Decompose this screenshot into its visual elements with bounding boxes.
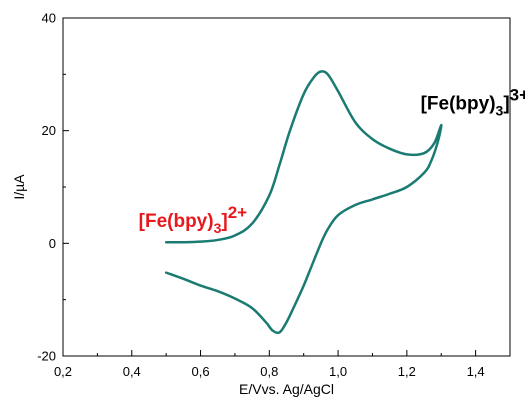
plot-frame bbox=[62, 17, 511, 357]
x-axis-title: E/Vvs. Ag/AgCl bbox=[239, 381, 334, 397]
x-tick-label: 1,4 bbox=[467, 364, 485, 379]
ticks: 0,2 0,4 0,6 0,8 1,0 1,2 1,4 -20 0 20 40 bbox=[37, 11, 511, 379]
x-tick-label: 0,6 bbox=[191, 364, 209, 379]
y-tick-label: -20 bbox=[37, 349, 56, 364]
y-axis-title: I/µA bbox=[11, 174, 27, 200]
x-tick-label: 1,0 bbox=[329, 364, 347, 379]
plot-area bbox=[164, 70, 443, 335]
y-tick-label: 0 bbox=[49, 236, 56, 251]
x-tick-label: 0,8 bbox=[260, 364, 278, 379]
x-tick-label: 1,2 bbox=[398, 364, 416, 379]
x-tick-label: 0,4 bbox=[123, 364, 141, 379]
x-tick-label: 0,2 bbox=[54, 364, 72, 379]
y-tick-label: 40 bbox=[42, 11, 56, 26]
fe-ii-label: [Fe(bpy)3]2+ bbox=[139, 203, 248, 236]
cv-series-line bbox=[164, 70, 443, 335]
y-tick-label: 20 bbox=[42, 123, 56, 138]
axes bbox=[62, 17, 511, 357]
species-annotations: [Fe(bpy)3]2+ [Fe(bpy)3]3+ bbox=[139, 85, 525, 236]
fe-iii-label: [Fe(bpy)3]3+ bbox=[421, 85, 525, 118]
